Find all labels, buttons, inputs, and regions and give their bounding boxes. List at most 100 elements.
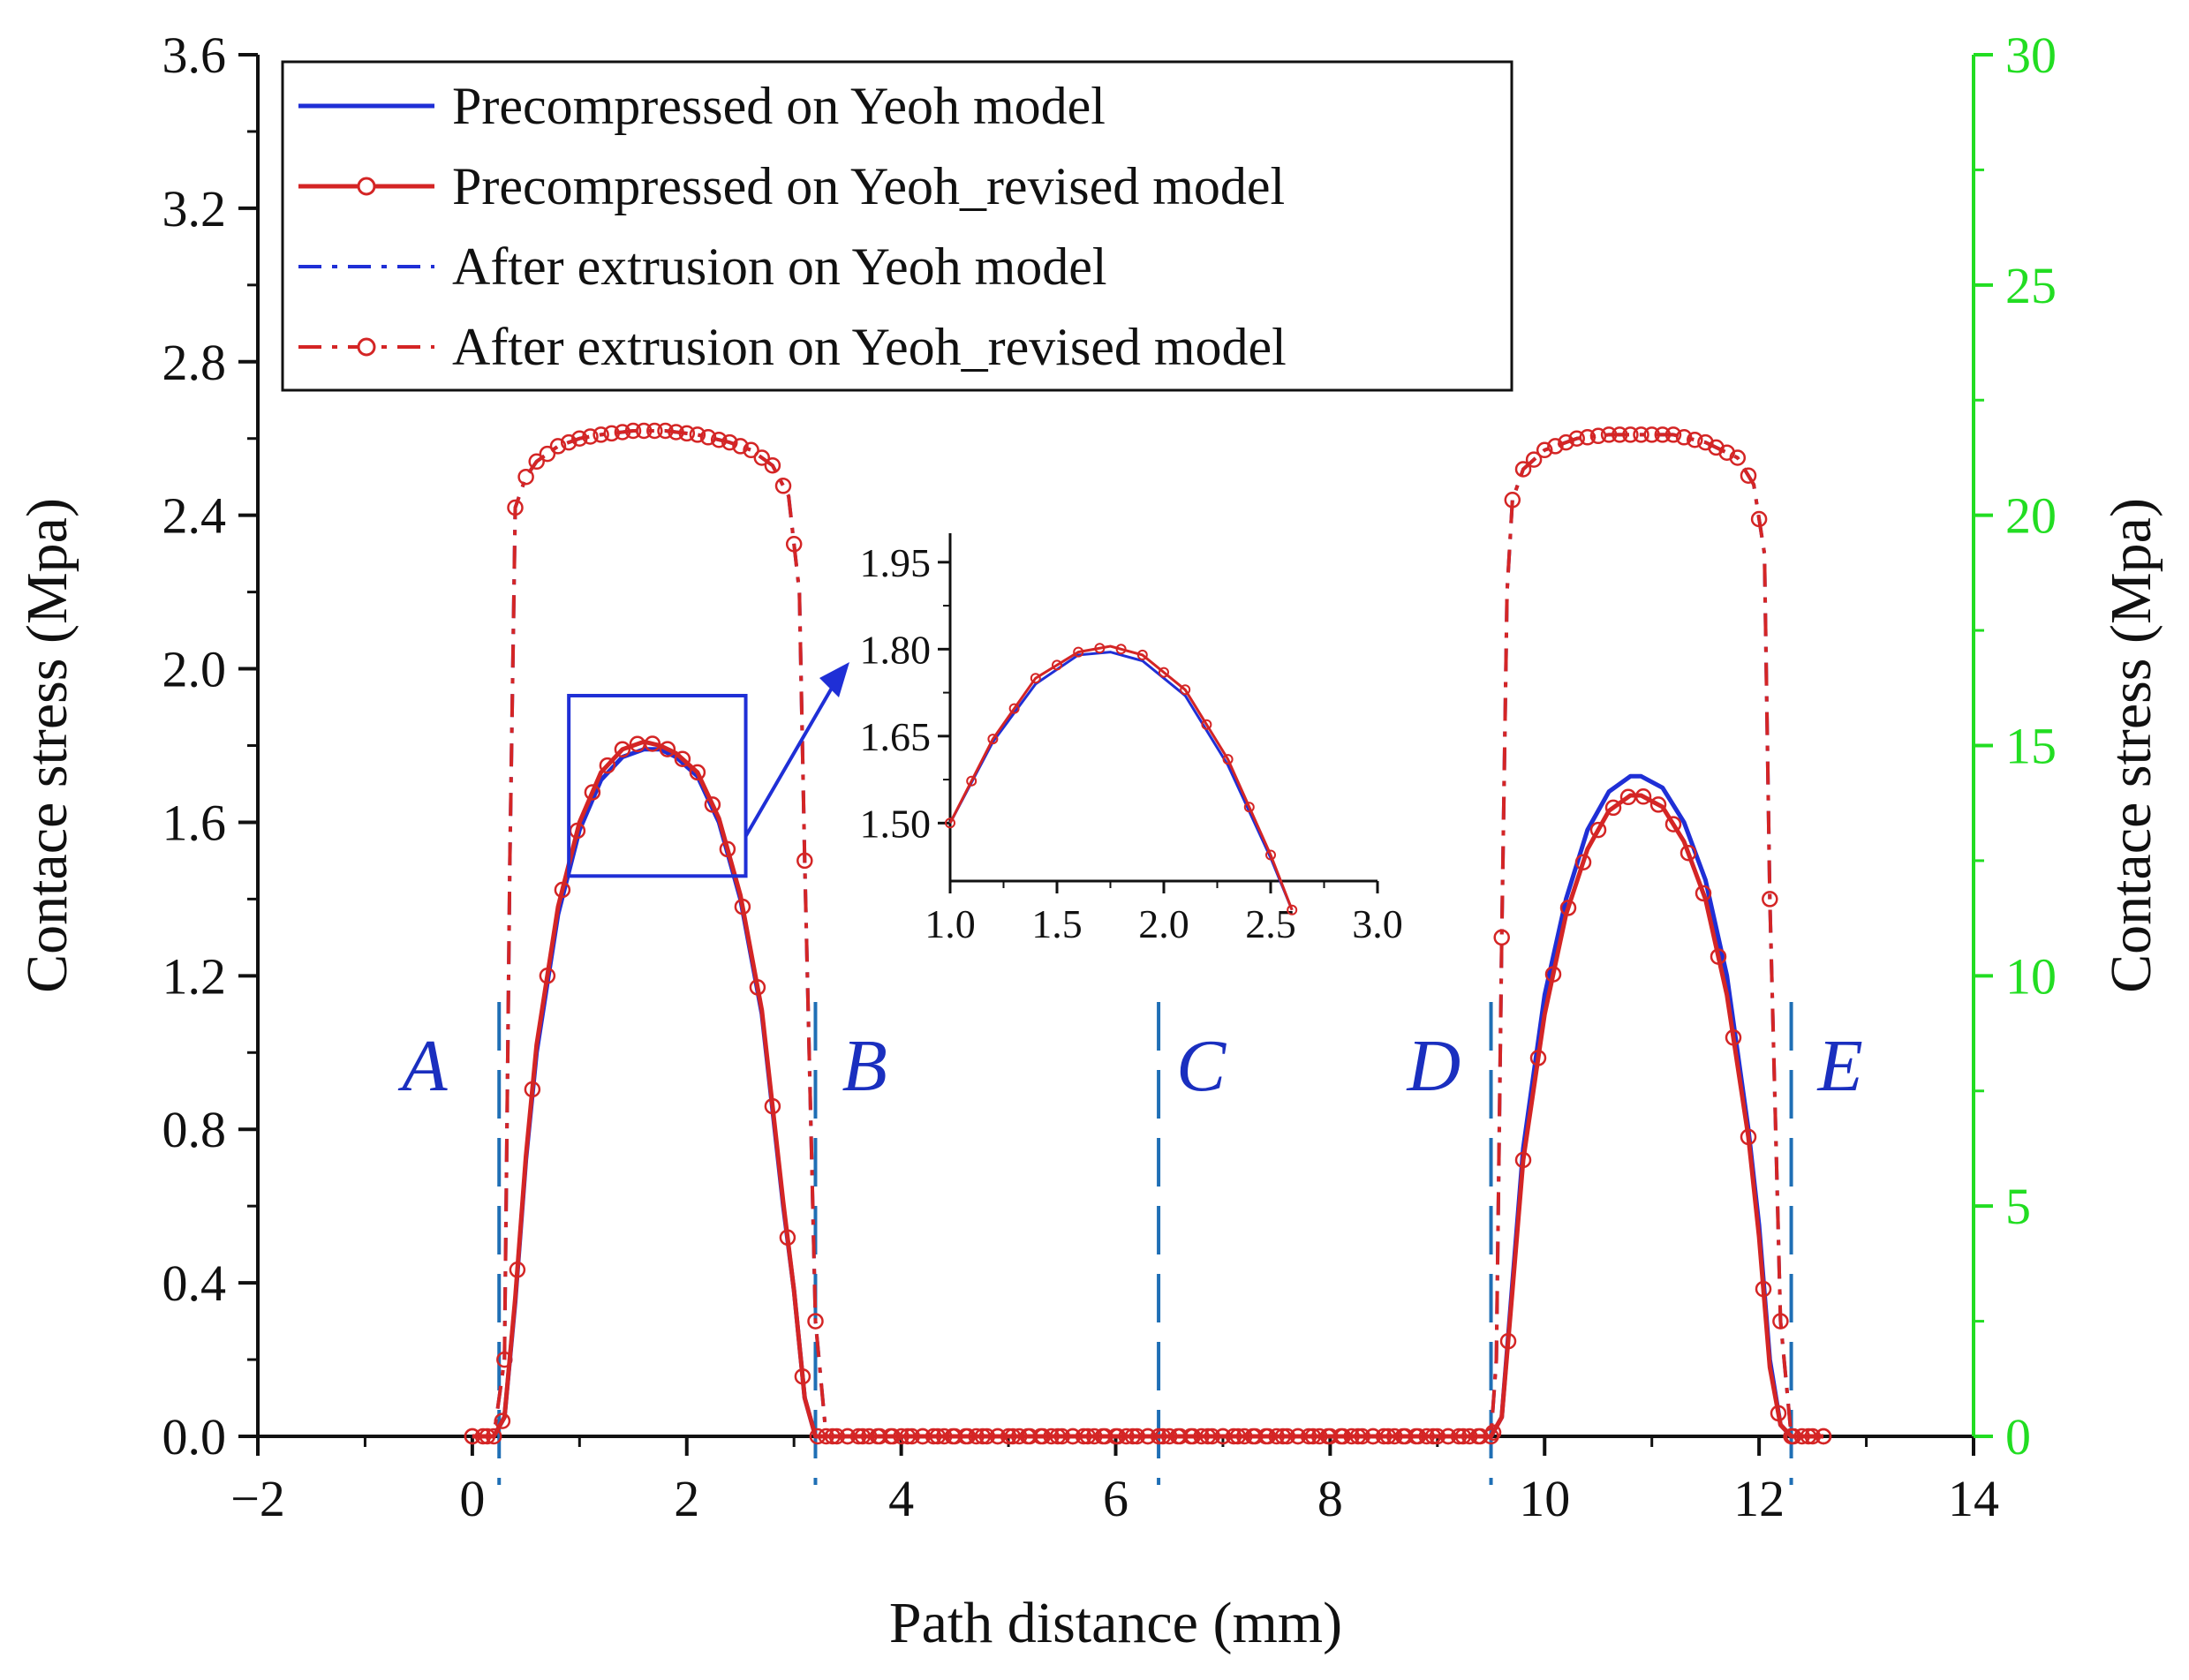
series-marker-3 — [807, 1313, 824, 1330]
series-marker-3 — [657, 422, 674, 440]
inset-series-marker — [1180, 684, 1191, 696]
series-marker-1 — [764, 1097, 781, 1115]
x-tick-label: 0 — [459, 1470, 485, 1527]
series-marker-1 — [1725, 1029, 1742, 1046]
series-marker-1 — [674, 750, 691, 767]
series-marker-3 — [721, 433, 738, 451]
inset-series-marker — [1136, 649, 1148, 660]
series-marker-1 — [554, 881, 571, 899]
series-marker-1 — [479, 1428, 496, 1445]
series-marker-3 — [571, 430, 588, 447]
series-marker-3 — [1547, 438, 1564, 455]
inset-series-marker — [1201, 719, 1212, 730]
series-marker-3 — [689, 426, 706, 443]
y-tick-label: 0.0 — [162, 1408, 227, 1465]
series-marker-3 — [593, 426, 609, 443]
series-marker-3 — [785, 536, 803, 553]
series-marker-1 — [1469, 1428, 1487, 1445]
series-marker-3 — [1762, 891, 1778, 908]
inset-series-marker — [1073, 646, 1084, 658]
zoom-box-layer — [567, 662, 849, 878]
y-tick-label: 2.4 — [162, 487, 227, 545]
series-marker-1 — [1815, 1428, 1832, 1445]
y-tick-label: 1.2 — [162, 947, 227, 1005]
x-tick-label: −2 — [230, 1470, 285, 1527]
series-marker-1 — [719, 840, 736, 858]
x-tick-label: 8 — [1317, 1470, 1343, 1527]
legend-label-0: Precompressed on Yeoh model — [452, 77, 1106, 135]
series-marker-3 — [646, 422, 663, 440]
inset-series-marker — [945, 817, 955, 829]
series-marker-1 — [539, 968, 556, 984]
series-marker-3 — [624, 422, 642, 440]
series-marker-3 — [560, 433, 577, 451]
series-marker-1 — [734, 898, 751, 915]
series-marker-3 — [1772, 1313, 1789, 1330]
series-marker-3 — [1600, 426, 1618, 443]
x-tick-label: 14 — [1948, 1470, 1999, 1527]
legend-marker-1 — [357, 177, 376, 196]
series-marker-1 — [1695, 885, 1712, 902]
legend-marker-3 — [357, 337, 376, 357]
series-marker-3 — [753, 449, 771, 466]
series-marker-3 — [1687, 431, 1703, 448]
series-marker-3 — [1750, 510, 1768, 528]
series-marker-3 — [603, 425, 620, 442]
series-marker-1 — [644, 735, 661, 752]
series-marker-1 — [494, 1413, 511, 1429]
series-marker-3 — [1622, 426, 1639, 443]
x-tick-label: 10 — [1519, 1470, 1570, 1527]
series-marker-3 — [1579, 429, 1596, 446]
series-marker-1 — [689, 764, 706, 781]
inset-series-marker — [987, 734, 999, 745]
inset-series-marker — [1030, 673, 1041, 684]
series-marker-3 — [1740, 467, 1757, 484]
series-marker-3 — [614, 424, 631, 441]
inset-background — [950, 533, 1378, 881]
series-marker-1 — [1710, 948, 1727, 965]
y-tick-label: 2.8 — [162, 334, 227, 391]
inset-y-tick-label: 1.50 — [860, 801, 932, 846]
inset-series-marker — [966, 775, 978, 787]
series-marker-1 — [1604, 799, 1622, 817]
series-marker-3 — [1493, 929, 1510, 946]
inset-series-marker — [1243, 802, 1255, 813]
series-marker-1 — [659, 741, 676, 757]
series-marker-1 — [1559, 900, 1577, 916]
inset-chart: 1.0 1.5 2.0 2.5 3.01.501.651.801.95 — [860, 533, 1403, 946]
series-marker-3 — [1589, 427, 1607, 445]
y2-axis-title: Contace stress (Mpa) — [2099, 498, 2163, 993]
y2-tick-label: 15 — [2005, 718, 2057, 775]
inset-series-marker — [1222, 754, 1234, 765]
y2-tick-label: 20 — [2005, 487, 2057, 545]
zoom-arrow-line — [744, 671, 842, 838]
series-marker-1 — [1514, 1151, 1532, 1169]
series-marker-3 — [1558, 433, 1574, 451]
series-marker-1 — [524, 1081, 541, 1098]
inset-series-line-1 — [948, 644, 1294, 911]
region-label-d: D — [1407, 1025, 1461, 1107]
y2-tick-label: 25 — [2005, 257, 2057, 314]
series-marker-3 — [774, 478, 792, 494]
series-marker-1 — [779, 1229, 796, 1247]
y-tick-label: 3.6 — [162, 26, 227, 84]
series-marker-3 — [710, 431, 728, 448]
y-tick-label: 1.6 — [162, 794, 227, 851]
y2-tick-label: 5 — [2005, 1178, 2031, 1235]
inset-series-marker — [1008, 703, 1020, 714]
series-marker-1 — [599, 757, 616, 774]
x-tick-label: 2 — [674, 1470, 699, 1527]
series-marker-3 — [1536, 441, 1553, 459]
series-marker-3 — [764, 456, 781, 474]
series-marker-1 — [1499, 1332, 1517, 1350]
series-marker-1 — [704, 796, 721, 813]
legend-label-2: After extrusion on Yeoh model — [452, 237, 1107, 296]
series-marker-3 — [699, 429, 717, 446]
inset-y-tick-label: 1.80 — [860, 627, 932, 672]
inset-series-marker — [1115, 644, 1127, 655]
series-marker-1 — [1755, 1280, 1772, 1298]
series-marker-1 — [1649, 796, 1667, 813]
series-marker-1 — [1664, 816, 1682, 832]
y-axis-title: Contace stress (Mpa) — [15, 498, 79, 993]
series-marker-3 — [668, 424, 684, 441]
